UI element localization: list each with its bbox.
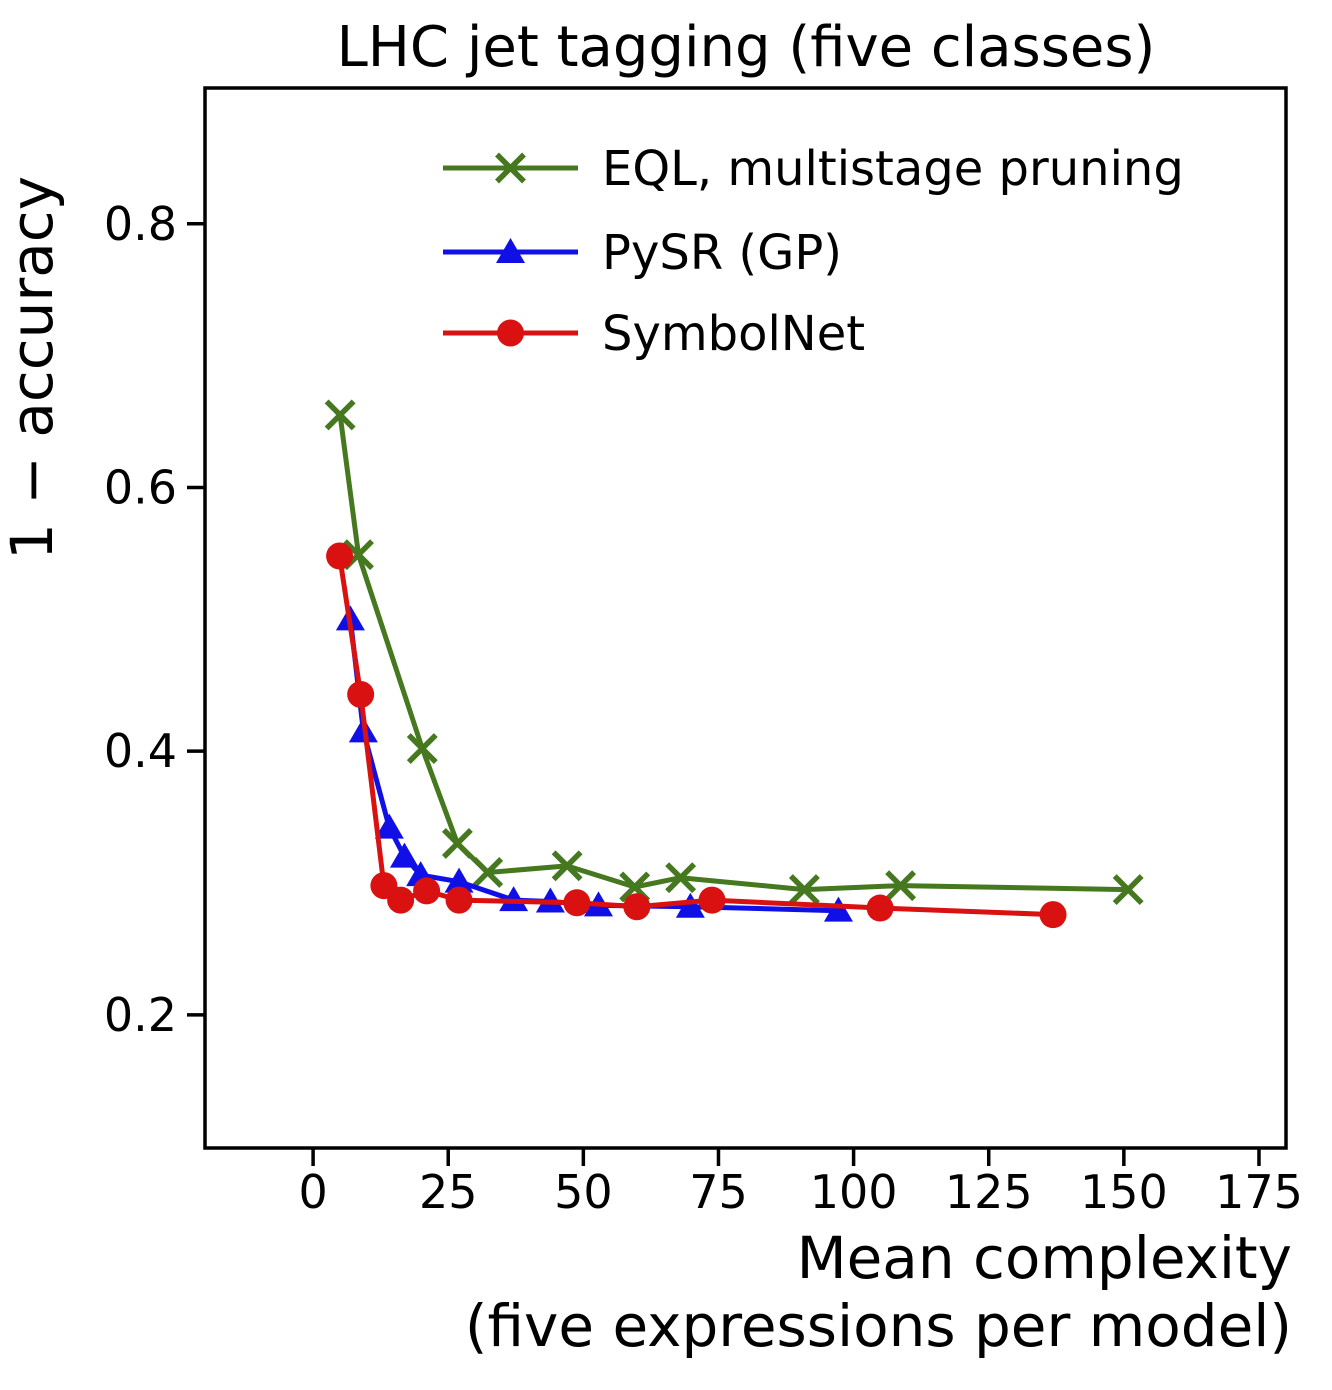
marker-circle-icon (326, 542, 354, 570)
x-axis-label-line2: (five expressions per model) (465, 1292, 1292, 1360)
legend: EQL, multistage pruning PySR (GP) SymbolNe… (443, 141, 1184, 362)
x-tick-label: 25 (419, 1165, 478, 1219)
x-tick-label: 50 (554, 1165, 613, 1219)
marker-triangle-icon (496, 238, 525, 263)
marker-x-icon (665, 862, 697, 894)
legend-label: PySR (GP) (602, 225, 842, 281)
y-tick-label: 0.4 (104, 724, 177, 778)
y-tick-label: 0.8 (104, 197, 177, 251)
marker-circle-icon (445, 886, 473, 914)
marker-x-icon (472, 857, 504, 888)
series-symbolnet (326, 542, 1067, 929)
marker-circle-icon (413, 877, 441, 905)
legend-label: SymbolNet (602, 306, 865, 362)
marker-x-icon (324, 399, 356, 431)
chart-title: LHC jet tagging (five classes) (337, 15, 1156, 80)
marker-circle-icon (1039, 901, 1067, 929)
marker-x-icon (885, 870, 917, 902)
y-tick-label: 0.6 (104, 460, 177, 514)
legend-item: PySR (GP) (443, 225, 842, 281)
x-axis-label-line1: Mean complexity (797, 1224, 1292, 1292)
marker-triangle-icon (675, 892, 705, 918)
marker-triangle-icon (499, 886, 529, 912)
legend-item: EQL, multistage pruning (443, 141, 1184, 197)
plot-border (203, 86, 1288, 1150)
legend-item: SymbolNet (443, 306, 865, 362)
marker-triangle-icon (389, 842, 419, 868)
x-tick-label: 175 (1215, 1165, 1303, 1219)
series-eql-multistage-pruning (324, 399, 1144, 906)
marker-circle-icon (866, 894, 894, 922)
marker-x-icon (619, 871, 651, 903)
marker-circle-icon (623, 893, 651, 921)
legend-label: EQL, multistage pruning (602, 141, 1184, 197)
marker-circle-icon (387, 886, 415, 914)
x-tick-label: 75 (689, 1165, 748, 1219)
x-tick-label: 125 (945, 1165, 1033, 1219)
marker-circle-icon (347, 680, 375, 708)
y-axis-ticks: 0.2 0.4 0.6 0.8 (104, 197, 205, 1042)
series-line (337, 555, 1054, 918)
marker-circle-icon (698, 886, 726, 914)
marker-circle-icon (563, 889, 591, 917)
x-tick-label: 0 (298, 1165, 327, 1219)
x-axis-ticks: 0 25 50 75 100 125 150 175 (298, 1148, 1303, 1219)
y-axis-label: 1 − accuracy (0, 176, 66, 560)
data-series-layer (324, 399, 1144, 929)
y-tick-label: 0.2 (104, 988, 177, 1042)
marker-x-icon (495, 152, 526, 184)
x-tick-label: 150 (1080, 1165, 1168, 1219)
marker-x-icon (1112, 874, 1144, 906)
marker-triangle-icon (823, 896, 853, 922)
x-tick-label: 100 (810, 1165, 898, 1219)
marker-x-icon (441, 828, 473, 859)
marker-x-icon (788, 874, 820, 906)
marker-x-icon (406, 733, 438, 764)
marker-triangle-icon (374, 813, 404, 839)
marker-triangle-icon (444, 867, 474, 893)
marker-circle-icon (497, 319, 524, 347)
marker-x-icon (551, 850, 583, 882)
series-line (337, 414, 1129, 893)
